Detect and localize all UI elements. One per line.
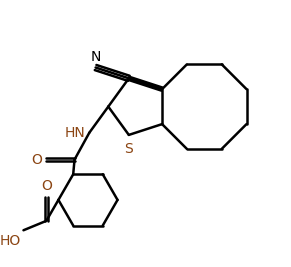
Text: S: S [125,142,133,156]
Text: O: O [31,153,42,167]
Text: HN: HN [65,126,85,140]
Text: N: N [91,49,101,64]
Text: O: O [41,179,52,193]
Text: HO: HO [0,234,21,248]
